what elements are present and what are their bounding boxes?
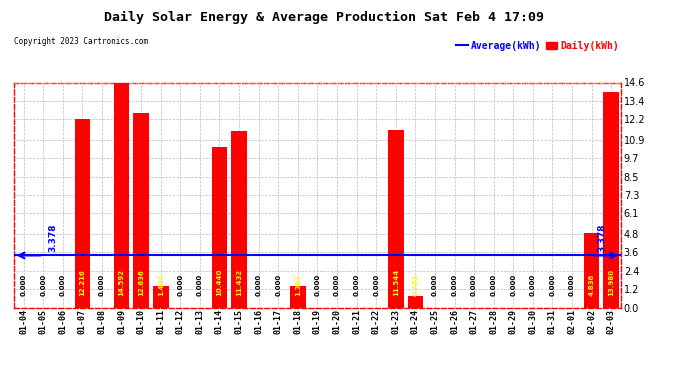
Legend: Average(kWh), Daily(kWh): Average(kWh), Daily(kWh)	[452, 37, 623, 54]
Text: 0.000: 0.000	[353, 274, 359, 296]
Bar	[231, 131, 247, 308]
Bar	[388, 130, 404, 308]
Text: 0.000: 0.000	[569, 274, 575, 296]
Text: 0.000: 0.000	[197, 274, 203, 296]
Text: 0.000: 0.000	[40, 274, 46, 296]
Text: 0.000: 0.000	[491, 274, 497, 296]
Text: 0.000: 0.000	[255, 274, 262, 296]
Text: 0.000: 0.000	[549, 274, 555, 296]
Text: 12.216: 12.216	[79, 270, 86, 296]
Bar	[603, 92, 619, 308]
Text: 4.836: 4.836	[589, 274, 595, 296]
Text: 3.378: 3.378	[48, 224, 57, 252]
Text: 10.440: 10.440	[217, 269, 222, 296]
Text: 3.378: 3.378	[597, 224, 606, 252]
Text: 12.636: 12.636	[138, 270, 144, 296]
Text: 0.000: 0.000	[315, 274, 320, 296]
Text: 0.732: 0.732	[413, 274, 418, 296]
Text: 0.000: 0.000	[511, 274, 516, 296]
Text: 0.000: 0.000	[21, 274, 27, 296]
Bar	[212, 147, 227, 308]
Text: 0.000: 0.000	[99, 274, 105, 296]
Text: 11.544: 11.544	[393, 269, 399, 296]
Text: 0.000: 0.000	[471, 274, 477, 296]
Text: Copyright 2023 Cartronics.com: Copyright 2023 Cartronics.com	[14, 38, 148, 46]
Text: 13.980: 13.980	[608, 269, 614, 296]
Bar	[584, 233, 600, 308]
Text: 0.000: 0.000	[530, 274, 536, 296]
Text: 0.000: 0.000	[334, 274, 340, 296]
Text: 0.000: 0.000	[451, 274, 457, 296]
Bar	[153, 286, 168, 308]
Text: 0.000: 0.000	[432, 274, 438, 296]
Text: 0.000: 0.000	[60, 274, 66, 296]
Text: 1.404: 1.404	[158, 274, 164, 296]
Bar	[290, 286, 306, 308]
Text: 14.592: 14.592	[119, 269, 124, 296]
Bar	[408, 296, 423, 307]
Text: Daily Solar Energy & Average Production Sat Feb 4 17:09: Daily Solar Energy & Average Production …	[104, 11, 544, 24]
Bar	[114, 82, 129, 308]
Bar	[75, 119, 90, 308]
Text: 1.364: 1.364	[295, 274, 301, 296]
Text: 0.000: 0.000	[275, 274, 282, 296]
Text: 0.000: 0.000	[177, 274, 184, 296]
Text: 11.432: 11.432	[236, 269, 242, 296]
Text: 0.000: 0.000	[373, 274, 380, 296]
Bar	[133, 113, 149, 308]
